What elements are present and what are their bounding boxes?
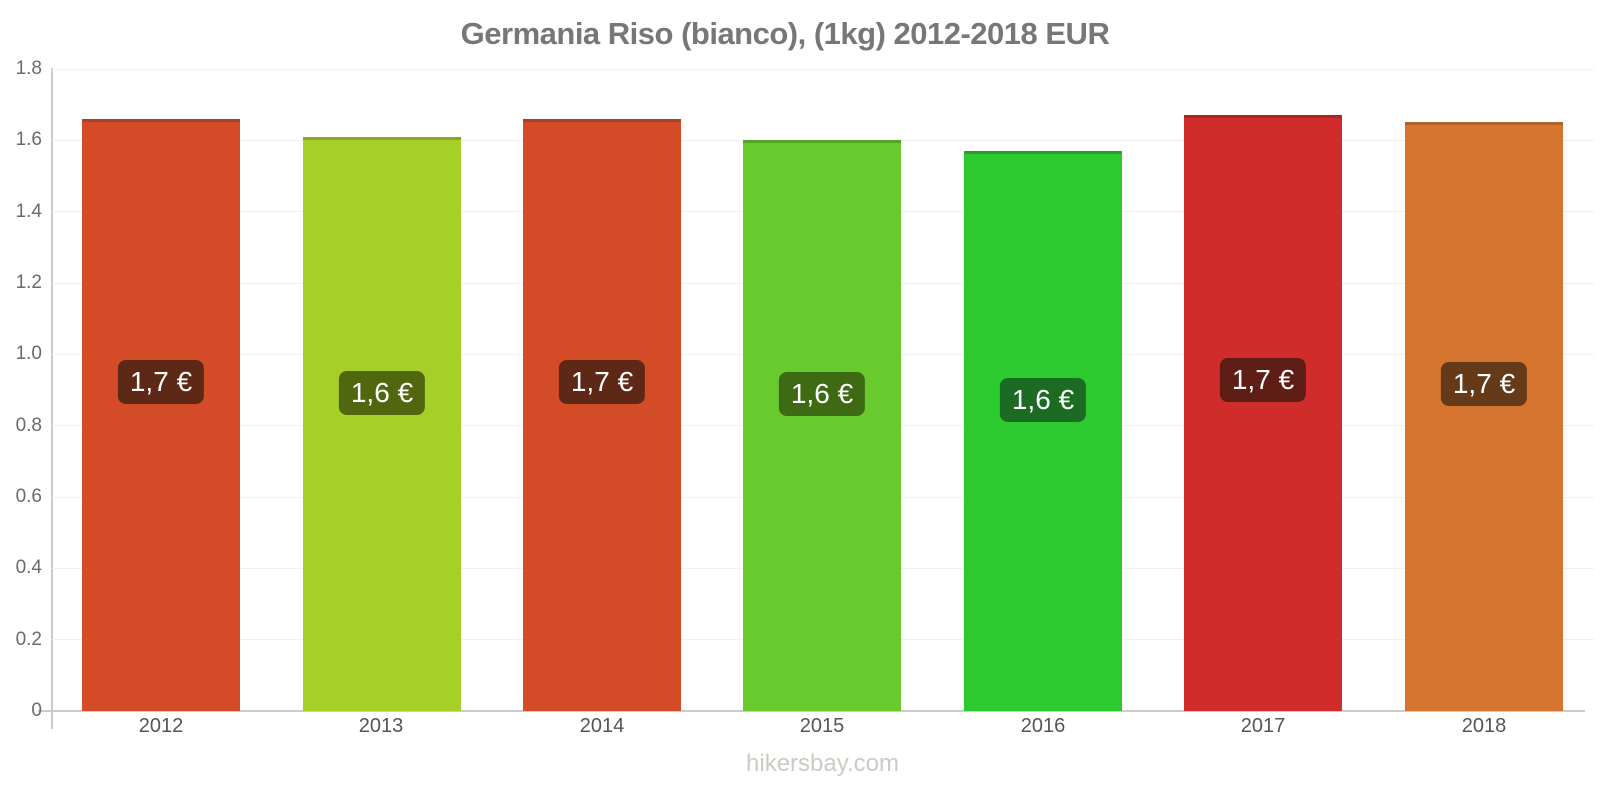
x-axis-label-2017: 2017 <box>1240 715 1286 737</box>
y-tick-label: 0.2 <box>15 628 42 650</box>
y-axis-line <box>51 68 53 729</box>
bar-value-badge-2018: 1,7 € <box>1440 362 1528 406</box>
chart-title: Germania Riso (bianco), (1kg) 2012-2018 … <box>460 16 1110 51</box>
y-tick-label: 0.4 <box>15 557 42 579</box>
y-tick-label: 1.6 <box>15 129 42 151</box>
bar-value-badge-2015: 1,6 € <box>778 372 866 416</box>
bar-2017[interactable]: 1,7 € <box>1184 115 1342 711</box>
x-axis-label-2016: 2016 <box>1020 715 1066 737</box>
bar-value-badge-2016: 1,6 € <box>999 378 1087 422</box>
bar-value-badge-2013: 1,6 € <box>338 371 426 415</box>
x-axis-label-2015: 2015 <box>799 715 845 737</box>
y-tick-label: 0.6 <box>15 486 42 507</box>
gridline-y-1.8 <box>52 68 1594 70</box>
bar-2016[interactable]: 1,6 € <box>964 151 1122 711</box>
x-axis-label-2013: 2013 <box>358 715 404 737</box>
bar-2012[interactable]: 1,7 € <box>82 119 240 711</box>
bar-2015[interactable]: 1,6 € <box>743 140 901 711</box>
watermark-hikersbay: hikersbay.com <box>746 750 899 777</box>
bar-2018[interactable]: 1,7 € <box>1405 122 1563 711</box>
bar-value-badge-2012: 1,7 € <box>117 360 205 404</box>
y-tick-label: 0 <box>31 700 42 721</box>
y-tick-label: 0.8 <box>15 414 42 436</box>
y-tick-label: 1.8 <box>15 58 42 79</box>
y-tick-label: 1.4 <box>15 200 42 222</box>
x-axis-line <box>38 710 1585 712</box>
y-tick-label: 1.2 <box>15 272 42 293</box>
x-axis-label-2018: 2018 <box>1461 715 1507 737</box>
x-axis-label-2012: 2012 <box>138 715 184 737</box>
bar-2014[interactable]: 1,7 € <box>523 119 681 711</box>
bar-2013[interactable]: 1,6 € <box>303 137 461 711</box>
x-axis-label-2014: 2014 <box>579 715 625 737</box>
bar-value-badge-2017: 1,7 € <box>1219 358 1307 402</box>
bar-value-badge-2014: 1,7 € <box>558 360 646 404</box>
y-tick-label: 1.0 <box>15 343 42 365</box>
